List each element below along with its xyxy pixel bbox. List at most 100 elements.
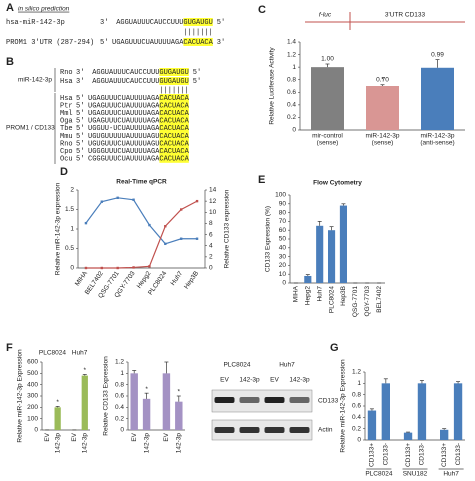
y-tick-label: 400: [27, 381, 38, 388]
species: Hsa: [60, 95, 73, 103]
bar: [367, 410, 377, 440]
seq-prefix: 5': [76, 95, 84, 103]
bar: [311, 67, 344, 130]
x-tick-label: 142-3p: [82, 433, 89, 454]
seq-seed: CACUACA: [159, 95, 189, 103]
bar: [403, 432, 413, 440]
y-axis-label: Relative CD133 Expression: [103, 356, 110, 436]
y-axis-label: Relative miR-142-3p Expression: [340, 359, 347, 453]
seq-plain: UGAGUUUCUAUUUUAGA: [112, 39, 184, 47]
y-tick-label: 20: [279, 262, 287, 269]
marker: [148, 223, 151, 227]
x-tick-label: BEL7402: [376, 286, 383, 313]
y-tick-label: 6: [209, 231, 213, 238]
seed-highlight: [159, 132, 189, 140]
band: [214, 427, 235, 433]
group-label: PROM1 / CD133: [6, 125, 55, 132]
y-tick-label: 0.8: [115, 381, 124, 388]
y-tick-label: 100: [275, 192, 286, 199]
y-tick-label: 10: [209, 209, 217, 216]
y-tick-label: 1.2: [287, 51, 296, 58]
line: [85, 200, 198, 269]
marker: [164, 225, 167, 228]
construct-label: f-luc: [319, 12, 332, 19]
x-tick-label: CD133-: [383, 443, 390, 465]
y-tick-label: 40: [279, 245, 287, 252]
x-tick-label: CD133-: [419, 443, 426, 465]
significance: *: [145, 386, 148, 393]
y-tick-label: 1.2: [115, 359, 124, 366]
x-tick-label: 142-3p: [54, 433, 61, 454]
seq-suffix: 5': [193, 69, 201, 77]
x-tick-label: CD133+: [405, 443, 412, 467]
marker: [195, 199, 199, 203]
y-tick-label: 0: [357, 437, 361, 444]
y-tick-label: 0.2: [115, 415, 124, 422]
chart-title: Real-Time qPCR: [116, 179, 167, 186]
y-axis-label: Relative miR-142-3p Expression: [17, 349, 24, 443]
seed-highlight: [159, 139, 189, 148]
blot-lane: 142-3p: [239, 377, 260, 384]
seed-highlight: [159, 109, 189, 118]
bar: [54, 407, 61, 430]
seed-highlight: [159, 101, 189, 110]
y-tick-label: 1: [70, 226, 74, 233]
band: [289, 427, 310, 433]
seq-prefix: 5': [76, 125, 84, 133]
y-tick-label: 1.5: [65, 206, 74, 213]
x-tick-label: QGY-7703: [364, 286, 371, 317]
panel-label: A: [6, 2, 14, 14]
species: Hsa: [60, 78, 73, 86]
group-label: Huh7: [443, 471, 459, 478]
species: Oga: [60, 118, 73, 126]
y-tick-label: 50: [279, 236, 287, 243]
y-tick-label: 4: [209, 242, 213, 249]
seq-name: hsa-miR-142-3p: [6, 19, 65, 27]
y-tick-label: 0.4: [287, 102, 296, 109]
line: [85, 197, 198, 245]
y2-axis-label: Relative CD133 expression: [224, 189, 231, 268]
seq-prefix: 5': [76, 148, 84, 156]
band: [264, 397, 285, 403]
y-tick-label: 80: [279, 209, 287, 216]
group-label: SNU182: [403, 471, 428, 478]
section-title: in silico prediction: [18, 6, 70, 13]
y-tick-label: 10: [279, 271, 287, 278]
band: [264, 427, 285, 433]
seq-seed: CACUACA: [159, 102, 189, 110]
seq-name: PROM1 3'UTR (287-294): [6, 39, 94, 47]
y-tick-label: 0: [70, 265, 74, 272]
marker: [84, 221, 88, 225]
y-tick-label: 2: [70, 187, 74, 194]
y-axis-label: Relative miR-142-3p expression: [55, 182, 62, 275]
seq-seed: CACUACA: [183, 39, 213, 47]
y-tick-label: 0: [120, 427, 124, 434]
species: Mmu: [60, 133, 73, 141]
y-tick-label: 1.4: [287, 39, 296, 46]
species: Ptr: [60, 102, 73, 110]
seq-seed: CACUACA: [159, 125, 189, 133]
marker: [132, 266, 135, 269]
y-tick-label: 70: [279, 218, 287, 225]
y-tick-label: 0.6: [115, 393, 124, 400]
value-label: 0.99: [431, 51, 444, 58]
x-tick-label: Hep3B: [340, 286, 347, 306]
pairing: |||||||: [183, 29, 212, 37]
seq-plain: CGGGUUUCUAUUUUAGA: [88, 156, 160, 164]
marker: [195, 237, 199, 240]
bar: [130, 373, 138, 430]
y-tick-label: 30: [279, 253, 287, 260]
y-tick-label: 90: [279, 201, 287, 208]
seq-plain: AGGUAUUUCAUCCUUU: [116, 19, 183, 27]
y-tick-label: 60: [279, 227, 287, 234]
seq-seed: CACUACA: [159, 148, 189, 156]
seq-plain: UGAGUUUCUAUUUUAGA: [88, 118, 160, 126]
significance: *: [84, 367, 87, 374]
seq-seed: GUGAUGU: [183, 19, 212, 27]
marker: [84, 266, 88, 270]
seq-prefix: 5': [76, 102, 84, 110]
marker: [100, 200, 104, 203]
blot-lane: EV: [220, 377, 229, 384]
x-tick-label: EV: [71, 432, 78, 441]
bar: [421, 67, 454, 130]
